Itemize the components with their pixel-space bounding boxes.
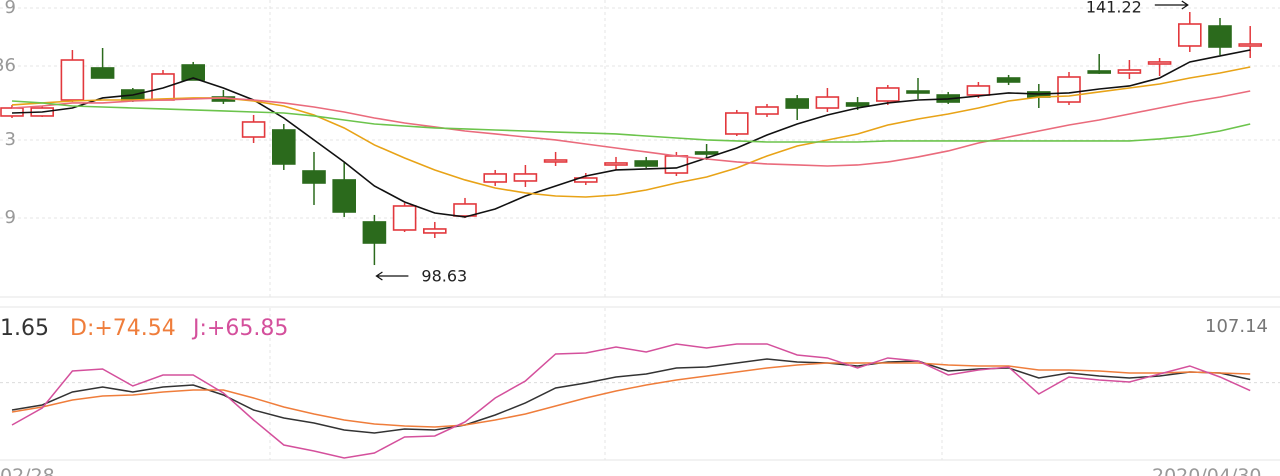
candle-body <box>604 162 628 166</box>
candle-body <box>785 98 810 109</box>
legend-label: 1.65 <box>0 316 49 341</box>
candle-body <box>543 159 568 163</box>
y-tick-label: 9 <box>5 207 16 228</box>
candle-body <box>453 203 477 217</box>
candle-body <box>1147 61 1172 65</box>
annotation-arrow <box>375 271 409 281</box>
candle-body <box>845 102 870 107</box>
max-annotation: 141.22 <box>1086 0 1142 17</box>
candle-body <box>513 173 538 182</box>
candle-body <box>60 59 85 101</box>
candle-body <box>241 121 266 138</box>
ma-line <box>11 90 1251 167</box>
y-tick-label: 36 <box>0 55 16 76</box>
candle-body <box>362 221 387 244</box>
candle-body <box>634 160 659 167</box>
x-tick-label: 02/28 <box>0 465 55 476</box>
candle-body <box>151 73 175 101</box>
candle-body <box>755 106 779 115</box>
y-tick-label: 9 <box>5 0 16 18</box>
candle-body <box>271 129 296 165</box>
x-tick-label: 2020/04/30 <box>1152 465 1262 476</box>
candle-body <box>302 170 326 184</box>
candle-body <box>181 64 205 81</box>
vertical-grid <box>269 0 943 460</box>
candle-body <box>1057 76 1081 103</box>
y-tick-label: 107.14 <box>1205 316 1268 337</box>
candle-body <box>483 173 508 183</box>
ma-line <box>11 49 1251 218</box>
candle-body <box>1178 23 1202 47</box>
candle-body <box>906 90 930 94</box>
min-annotation: 98.63 <box>421 267 467 286</box>
candle-body <box>90 67 115 79</box>
kdj-line <box>11 343 1251 459</box>
candle-body <box>1208 25 1232 48</box>
candle-body <box>996 77 1021 83</box>
candle-body <box>694 151 719 155</box>
legend-label: D:+74.54 <box>70 316 176 341</box>
candle-body <box>1238 43 1262 47</box>
candle-body <box>875 87 900 102</box>
legend-label: J:+65.85 <box>191 316 288 341</box>
kdj-line <box>11 358 1251 434</box>
annotation-arrow <box>1154 0 1189 10</box>
candle-body <box>422 228 447 234</box>
candle-body <box>664 155 689 174</box>
candle-body <box>966 85 991 96</box>
candle-body <box>332 179 357 213</box>
candle-body <box>1117 69 1142 74</box>
ma-line <box>11 100 1251 143</box>
candle-body <box>724 112 749 135</box>
y-tick-label: 3 <box>5 129 16 150</box>
candle-body <box>815 96 840 109</box>
candle-body <box>1087 70 1111 74</box>
candle-body <box>392 205 417 231</box>
